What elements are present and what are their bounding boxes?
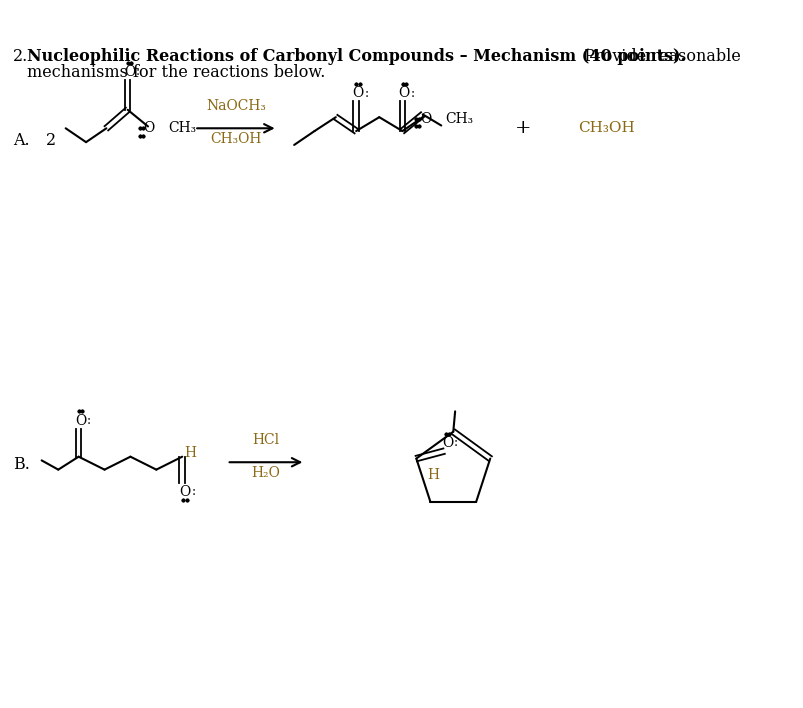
Text: Nucleophilic Reactions of Carbonyl Compounds – Mechanism (40 points).: Nucleophilic Reactions of Carbonyl Compo… [26, 48, 685, 65]
Text: A.: A. [13, 132, 30, 149]
Text: HCl: HCl [251, 433, 279, 447]
Text: H₂O: H₂O [251, 466, 279, 480]
Text: B.: B. [13, 455, 30, 472]
Text: CH₃: CH₃ [168, 121, 196, 135]
Text: :: : [410, 86, 414, 100]
Text: :: : [87, 414, 91, 427]
Text: CH₃OH: CH₃OH [577, 121, 634, 135]
Text: H: H [426, 468, 438, 482]
Text: Provide reasonable: Provide reasonable [573, 48, 740, 65]
Text: :: : [364, 86, 368, 100]
Text: NaOCH₃: NaOCH₃ [206, 100, 266, 113]
Text: H: H [185, 446, 196, 460]
Text: 2: 2 [47, 132, 56, 149]
Text: CH₃: CH₃ [444, 112, 472, 126]
Text: O: O [419, 112, 430, 126]
Text: O: O [442, 436, 453, 450]
Text: O: O [398, 86, 410, 100]
Text: O: O [352, 86, 363, 100]
Text: 2.: 2. [13, 48, 28, 65]
Text: CH₃OH: CH₃OH [210, 132, 261, 146]
Text: O: O [75, 413, 86, 428]
Text: :: : [191, 486, 195, 498]
Text: :: : [454, 436, 458, 450]
Text: :: : [136, 65, 140, 79]
Text: O: O [124, 65, 135, 79]
Text: mechanisms for the reactions below.: mechanisms for the reactions below. [26, 64, 324, 81]
Text: O: O [143, 121, 154, 135]
Text: +: + [514, 119, 530, 137]
Text: O: O [179, 485, 190, 499]
